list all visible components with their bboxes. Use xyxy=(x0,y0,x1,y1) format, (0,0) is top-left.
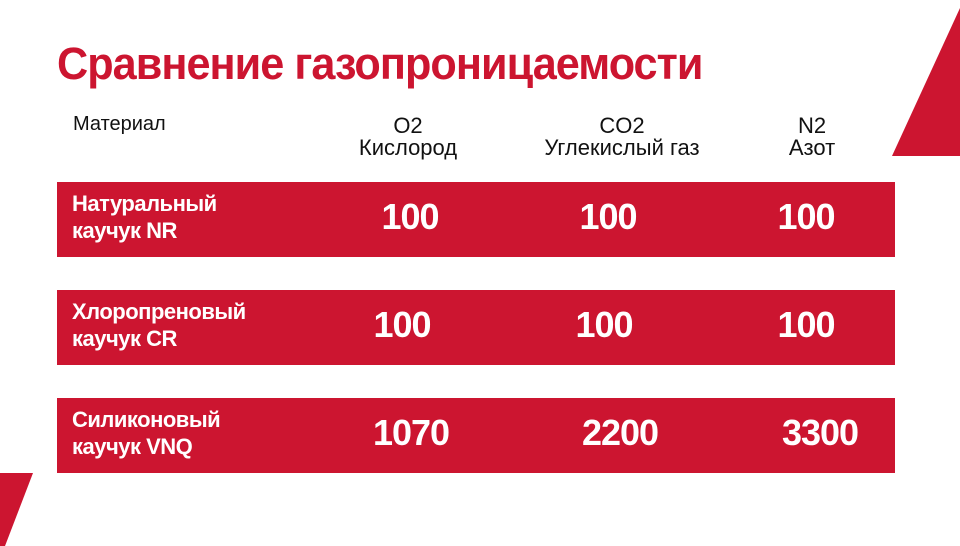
value-co2: 100 xyxy=(579,196,637,237)
material-name-line2: каучук VNQ xyxy=(72,434,193,459)
corner-triangle-top-right xyxy=(892,8,960,156)
header-formula: N2 xyxy=(797,113,827,138)
material-name-line1: Хлоропреновый xyxy=(72,299,246,324)
value-co2: 2200 xyxy=(581,412,659,453)
header-n2: N2 Азот xyxy=(702,115,922,159)
value-o2: 100 xyxy=(373,304,431,345)
value-n2: 100 xyxy=(777,304,835,345)
material-name-line2: каучук NR xyxy=(72,218,177,243)
material-name-line1: Натуральный xyxy=(72,191,217,216)
material-name-line1: Силиконовый xyxy=(72,407,221,432)
value-o2: 1070 xyxy=(372,412,450,453)
header-material: Материал xyxy=(73,113,166,135)
material-name: Хлоропреновый каучук CR xyxy=(72,298,246,352)
material-name: Силиконовый каучук VNQ xyxy=(72,406,221,460)
material-name-line2: каучук CR xyxy=(72,326,177,351)
header-co2: CO2 Углекислый газ xyxy=(512,115,732,159)
material-name: Натуральный каучук NR xyxy=(72,190,217,244)
value-co2: 100 xyxy=(575,304,633,345)
header-gas-name: Углекислый газ xyxy=(544,135,700,160)
header-gas-name: Кислород xyxy=(358,135,458,160)
value-o2: 100 xyxy=(381,196,439,237)
value-n2: 3300 xyxy=(781,412,859,453)
header-o2: O2 Кислород xyxy=(298,115,518,159)
corner-shape-bottom-left xyxy=(0,473,33,546)
table-row-vnq: Силиконовый каучук VNQ 1070 2200 3300 xyxy=(57,398,895,473)
header-formula: O2 xyxy=(393,113,423,138)
table-row-nr: Натуральный каучук NR 100 100 100 xyxy=(57,182,895,257)
header-gas-name: Азот xyxy=(788,135,836,160)
page-title: Сравнение газопроницаемости xyxy=(57,38,703,89)
header-formula: CO2 xyxy=(599,113,645,138)
table-row-cr: Хлоропреновый каучук CR 100 100 100 xyxy=(57,290,895,365)
value-n2: 100 xyxy=(777,196,835,237)
